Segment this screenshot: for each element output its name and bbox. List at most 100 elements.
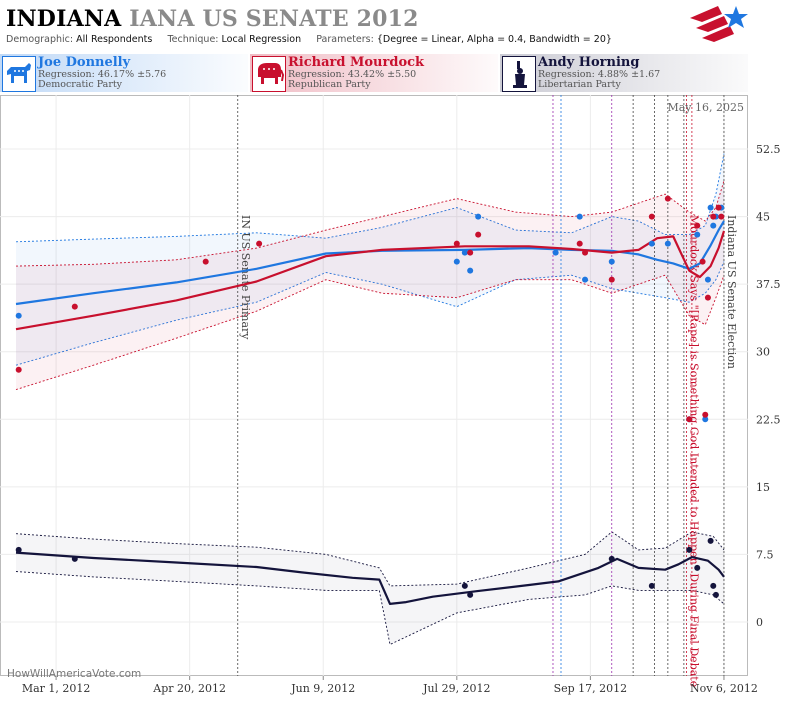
candidate-name: Joe Donnelly [38,55,131,70]
poll-point [71,555,78,562]
y-tick-label: 45 [756,211,770,224]
parameters-value: {Degree = Linear, Alpha = 0.4, Bandwidth… [376,34,612,45]
poll-point [461,582,468,589]
flag-star-logo [690,6,748,42]
poll-point [608,276,615,283]
poll-point [686,546,693,553]
candidate-name: Andy Horning [538,55,640,70]
y-tick-label: 30 [756,346,770,359]
poll-point [718,213,725,220]
poll-point [467,249,474,256]
poll-point [475,213,482,220]
event-label: IN US Senate Primary [239,215,252,340]
y-tick-label: 15 [756,481,770,494]
poll-point [710,222,717,229]
poll-point [710,213,717,220]
regression-line [15,230,726,331]
candidate-legend: Joe Donnelly Regression: 46.17% ±5.76 De… [0,54,789,94]
poll-point [648,240,655,247]
watermark: HowWillAmericaVote.com [7,668,142,680]
poll-point [453,258,460,265]
band-upper-line [15,153,725,243]
poll-point [475,231,482,238]
y-tick-label: 22.5 [756,413,781,426]
poll-point [704,294,711,301]
technique-value: Local Regression [221,34,302,45]
poll-point [712,591,719,598]
x-tick-label: Jul 29, 2012 [422,682,491,695]
regression-line [15,551,725,605]
elephant-icon [252,56,286,92]
poll-point [664,195,671,202]
confidence-band [16,180,724,390]
poll-point [582,276,589,283]
title-state: INDIANA [6,6,122,32]
poll-point [707,204,714,211]
event-label: Indiana US Senate Election [725,215,738,369]
poll-point [664,240,671,247]
candidate-card-donnelly: Joe Donnelly Regression: 46.17% ±5.76 De… [0,54,248,92]
candidate-party: Libertarian Party [538,79,621,90]
band-upper-line [15,531,725,587]
confidence-band [16,531,724,645]
poll-point [453,240,460,247]
date-label: May 16, 2025 [667,101,744,114]
x-tick-label: Mar 1, 2012 [22,682,91,695]
event-label: Mourdock Says "[Rape] is Something God I… [688,215,701,687]
poll-point [608,258,615,265]
poll-point [256,240,263,247]
title-race: IANA US SENATE 2012 [129,6,419,32]
poll-point [707,537,714,544]
poll-point [15,366,22,373]
technique-key: Technique: [167,34,219,45]
poll-point [576,213,583,220]
parameters-line: Demographic: All Respondents Technique: … [6,34,612,45]
poll-point [467,591,474,598]
demographic-key: Demographic: [6,34,74,45]
x-tick-label: Sep 17, 2012 [554,682,628,695]
poll-point [686,416,693,423]
candidate-party: Republican Party [288,79,371,90]
y-tick-label: 52.5 [756,143,781,156]
poll-point [576,240,583,247]
poll-point [702,416,709,423]
chart-header: INDIANA IANA US SENATE 2012 Demographic:… [0,0,789,52]
poll-point [202,258,209,265]
candidate-party: Democratic Party [38,79,123,90]
donkey-icon [2,56,36,92]
band-upper-line [15,180,725,267]
regression-chart: IN US Senate Primary Mourdock Says "[Rape… [0,95,781,695]
poll-point [648,213,655,220]
poll-point [702,411,709,418]
parameters-key: Parameters: [316,34,374,45]
poll-point [552,249,559,256]
poll-point [71,303,78,310]
poll-point [694,222,701,229]
x-tick-label: Apr 20, 2012 [152,682,226,695]
poll-point [699,258,706,265]
chart-title: INDIANA IANA US SENATE 2012 [6,6,419,32]
candidate-name: Richard Mourdock [288,55,425,70]
candidate-regression: Regression: 4.88% ±1.67 [538,69,661,80]
candidate-card-horning: Andy Horning Regression: 4.88% ±1.67 Lib… [500,54,748,92]
x-tick-label: Jun 9, 2012 [290,682,355,695]
liberty-icon [502,56,536,92]
poll-point [694,231,701,238]
y-tick-label: 0 [756,616,763,629]
poll-point [715,204,722,211]
band-lower-line [15,571,725,646]
candidate-regression: Regression: 46.17% ±5.76 [38,69,167,80]
poll-point [608,555,615,562]
y-tick-label: 7.5 [756,548,774,561]
confidence-band [16,153,724,366]
poll-point [710,582,717,589]
candidate-card-mourdock: Richard Mourdock Regression: 43.42% ±5.5… [250,54,498,92]
poll-point [704,276,711,283]
candidate-regression: Regression: 43.42% ±5.50 [288,69,417,80]
x-tick-label: Nov 6, 2012 [690,682,758,695]
poll-point [582,249,589,256]
band-lower-line [15,261,725,366]
poll-point [648,582,655,589]
poll-point [467,267,474,274]
poll-point [15,546,22,553]
